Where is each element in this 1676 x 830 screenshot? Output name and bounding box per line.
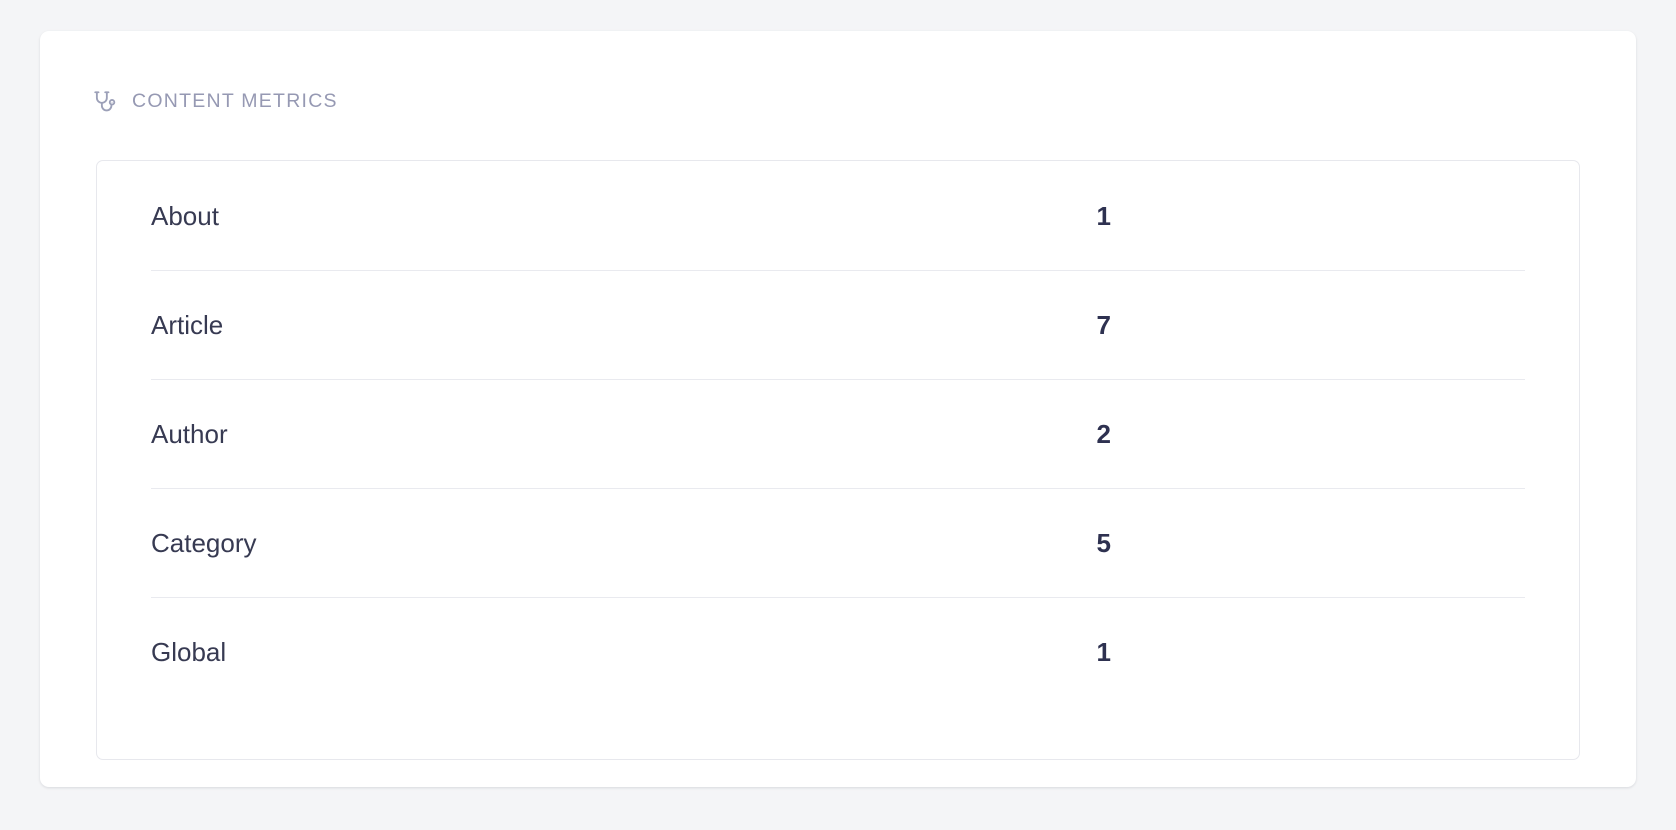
metric-label: About — [151, 200, 219, 231]
card-header: CONTENT METRICS — [92, 85, 338, 119]
table-row: Global 1 — [97, 597, 1579, 706]
content-metrics-panel: About 1 Article 7 Author 2 Category 5 Gl… — [96, 160, 1580, 760]
metric-label: Article — [151, 309, 224, 340]
content-metrics-card: CONTENT METRICS About 1 Article 7 Author… — [40, 31, 1636, 787]
metrics-list: About 1 Article 7 Author 2 Category 5 Gl… — [97, 161, 1579, 706]
metric-label: Author — [151, 418, 228, 449]
metric-value: 1 — [1096, 636, 1111, 667]
metric-value: 5 — [1096, 527, 1111, 558]
metric-value: 2 — [1096, 418, 1111, 449]
metric-label: Global — [151, 636, 227, 667]
table-row: Article 7 — [97, 270, 1579, 379]
metric-value: 1 — [1096, 200, 1111, 231]
metric-value: 7 — [1096, 309, 1111, 340]
metric-label: Category — [151, 527, 257, 558]
table-row: About 1 — [97, 161, 1579, 270]
card-title: CONTENT METRICS — [132, 90, 338, 113]
stethoscope-icon — [92, 89, 118, 115]
table-row: Author 2 — [97, 379, 1579, 488]
table-row: Category 5 — [97, 488, 1579, 597]
